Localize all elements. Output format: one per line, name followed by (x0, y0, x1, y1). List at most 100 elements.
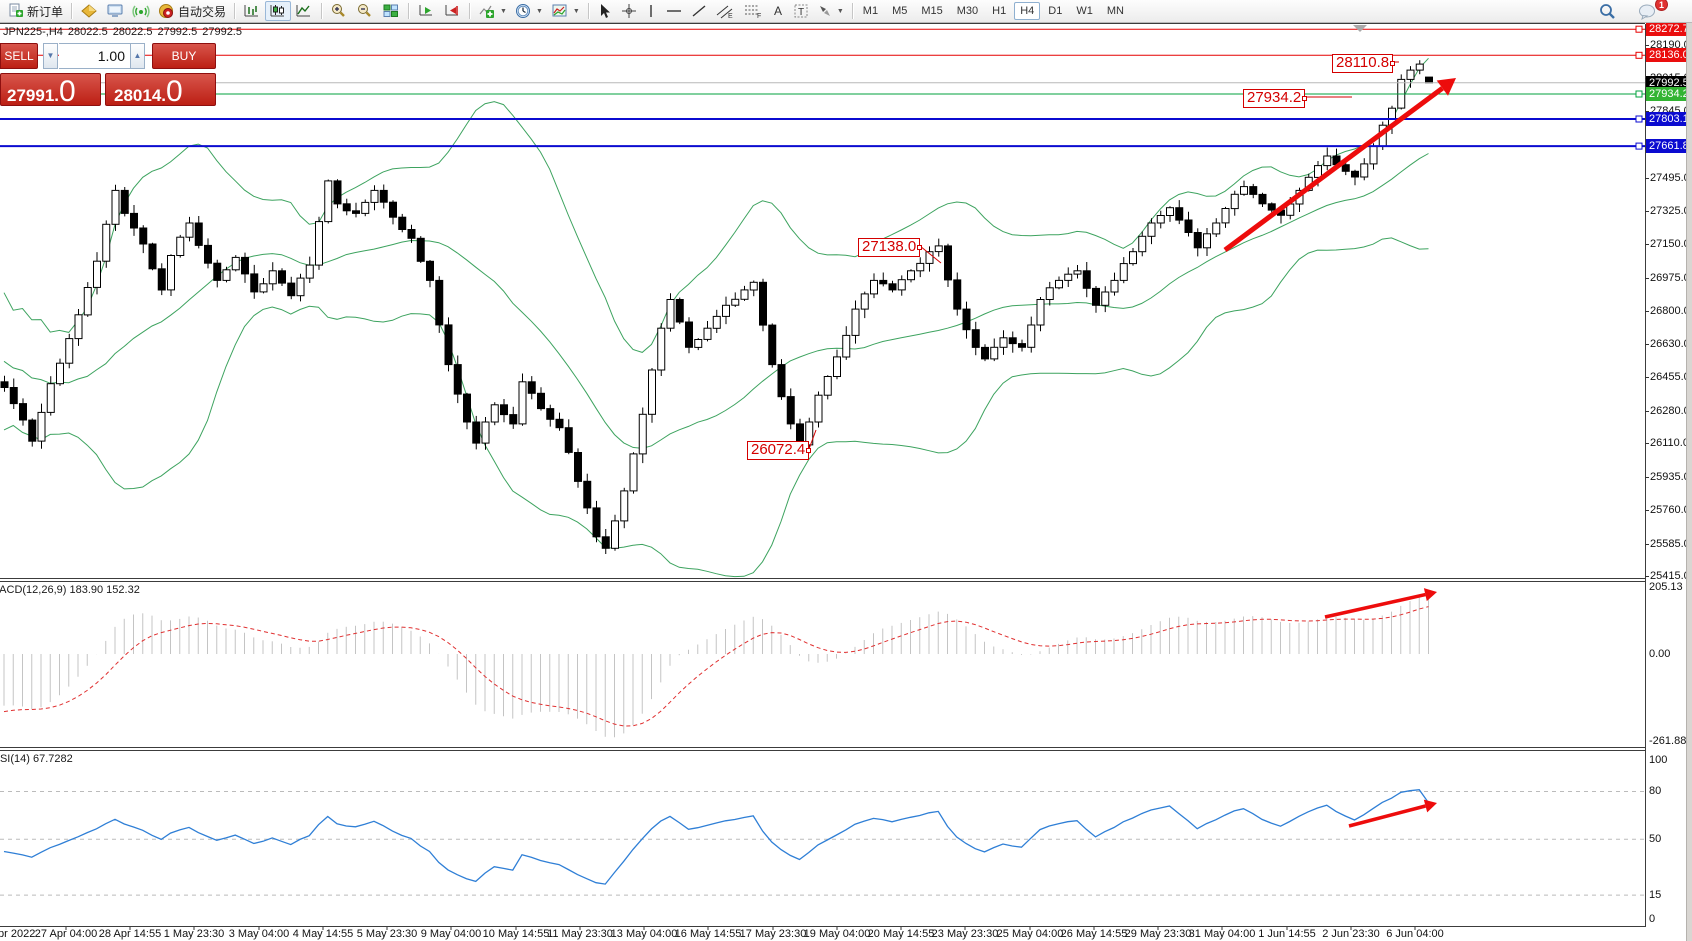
indicators-button[interactable]: ▼ (474, 1, 511, 21)
candlestick[interactable] (509, 414, 518, 425)
candlestick[interactable] (102, 223, 111, 262)
chart-shift-button[interactable] (439, 1, 465, 21)
candlestick[interactable] (1129, 251, 1137, 265)
candlestick[interactable] (370, 189, 379, 203)
candlestick[interactable] (46, 383, 55, 413)
candlestick[interactable] (842, 334, 851, 358)
candlestick[interactable] (805, 421, 814, 446)
candlestick[interactable] (611, 520, 619, 549)
channel-button[interactable]: E (711, 1, 739, 21)
trendline-button[interactable] (687, 1, 711, 21)
candlestick[interactable] (934, 245, 943, 253)
candlestick[interactable] (546, 408, 555, 420)
candlestick[interactable] (9, 387, 18, 405)
candlestick[interactable] (120, 189, 129, 214)
candlestick[interactable] (287, 282, 296, 297)
candlestick[interactable] (416, 237, 425, 262)
templates-button[interactable]: ▼ (547, 1, 584, 21)
candlestick[interactable] (1193, 232, 1202, 249)
candlestick[interactable] (56, 362, 64, 385)
candlestick[interactable] (481, 421, 490, 444)
candlestick[interactable] (296, 277, 305, 297)
candlestick[interactable] (1082, 270, 1091, 289)
line-handle[interactable] (1635, 51, 1643, 59)
text-label-button[interactable]: T (789, 1, 813, 21)
zoom-out-button[interactable] (352, 1, 378, 21)
candlestick[interactable] (1018, 343, 1026, 348)
auto-scroll-button[interactable] (413, 1, 439, 21)
bar-chart-button[interactable] (239, 1, 265, 21)
candlestick[interactable] (527, 381, 536, 394)
zoom-in-button[interactable] (326, 1, 352, 21)
candlestick[interactable] (222, 269, 231, 281)
bollinger-band-line[interactable] (3, 153, 1429, 449)
candlestick[interactable] (342, 203, 351, 212)
candlestick[interactable] (1425, 76, 1433, 84)
candlestick[interactable] (971, 329, 980, 348)
candlestick[interactable] (1184, 219, 1193, 233)
candlestick[interactable] (768, 324, 777, 366)
candlestick[interactable] (712, 315, 721, 329)
candlestick[interactable] (583, 480, 592, 509)
candlestick[interactable] (93, 260, 101, 288)
price-annotation[interactable]: 28110.8 (1332, 54, 1396, 73)
candlestick[interactable] (361, 201, 370, 214)
candlestick[interactable] (1415, 63, 1424, 71)
candlestick[interactable] (999, 337, 1008, 348)
timeframe-button-mn[interactable]: MN (1106, 5, 1124, 17)
timeframe-button-m15[interactable]: M15 (921, 5, 943, 17)
terminal-button[interactable] (102, 1, 128, 21)
candlestick[interactable] (111, 189, 120, 225)
candlestick[interactable] (666, 299, 675, 329)
price-annotation[interactable]: 27934.2 (1243, 89, 1308, 108)
candlestick[interactable] (638, 413, 647, 455)
line-handle[interactable] (1635, 115, 1643, 123)
candlestick[interactable] (1314, 165, 1322, 178)
cursor-button[interactable] (593, 1, 617, 21)
trend-arrow[interactable] (1223, 86, 1444, 253)
candlestick[interactable] (601, 536, 610, 549)
candlestick[interactable] (897, 279, 906, 291)
candlestick[interactable] (435, 279, 444, 326)
candlestick[interactable] (759, 281, 767, 326)
candlestick[interactable] (916, 262, 925, 272)
main-pane-bottom-border[interactable] (0, 578, 1645, 579)
candlestick[interactable] (1258, 193, 1267, 205)
macd-pane-top-border[interactable] (0, 581, 1645, 582)
candlestick[interactable] (500, 404, 508, 416)
candlestick[interactable] (472, 421, 481, 444)
candlestick[interactable] (28, 419, 37, 442)
candlestick-chart-button[interactable] (265, 1, 292, 21)
candlestick[interactable] (278, 270, 286, 284)
bollinger-band-line[interactable] (3, 237, 1429, 578)
candlestick[interactable] (1267, 203, 1276, 211)
horizontal-line-button[interactable] (661, 1, 687, 21)
crosshair-button[interactable] (617, 1, 641, 21)
candlestick[interactable] (564, 427, 573, 453)
candlestick[interactable] (315, 221, 323, 266)
candlestick[interactable] (407, 229, 416, 239)
candlestick[interactable] (241, 256, 249, 275)
candlestick[interactable] (1110, 279, 1119, 293)
timeframe-button-h4[interactable]: H4 (1014, 2, 1041, 20)
line-chart-button[interactable] (291, 1, 317, 21)
candlestick[interactable] (398, 216, 407, 230)
candlestick[interactable] (1055, 279, 1063, 289)
tile-windows-button[interactable] (378, 1, 404, 21)
line-handle[interactable] (1635, 90, 1643, 98)
chart-shift-marker[interactable] (1353, 25, 1367, 32)
candlestick[interactable] (907, 270, 915, 281)
candlestick[interactable] (777, 364, 786, 398)
candlestick[interactable] (130, 212, 138, 229)
candlestick[interactable] (879, 279, 888, 285)
candlestick[interactable] (1341, 164, 1350, 172)
candlestick[interactable] (620, 490, 629, 522)
candlestick[interactable] (1156, 215, 1165, 224)
candlestick[interactable] (426, 260, 434, 281)
candlestick[interactable] (194, 222, 203, 246)
candlestick[interactable] (37, 411, 46, 442)
candlestick[interactable] (1138, 235, 1147, 253)
candlestick[interactable] (925, 251, 934, 264)
candlestick[interactable] (629, 453, 638, 492)
